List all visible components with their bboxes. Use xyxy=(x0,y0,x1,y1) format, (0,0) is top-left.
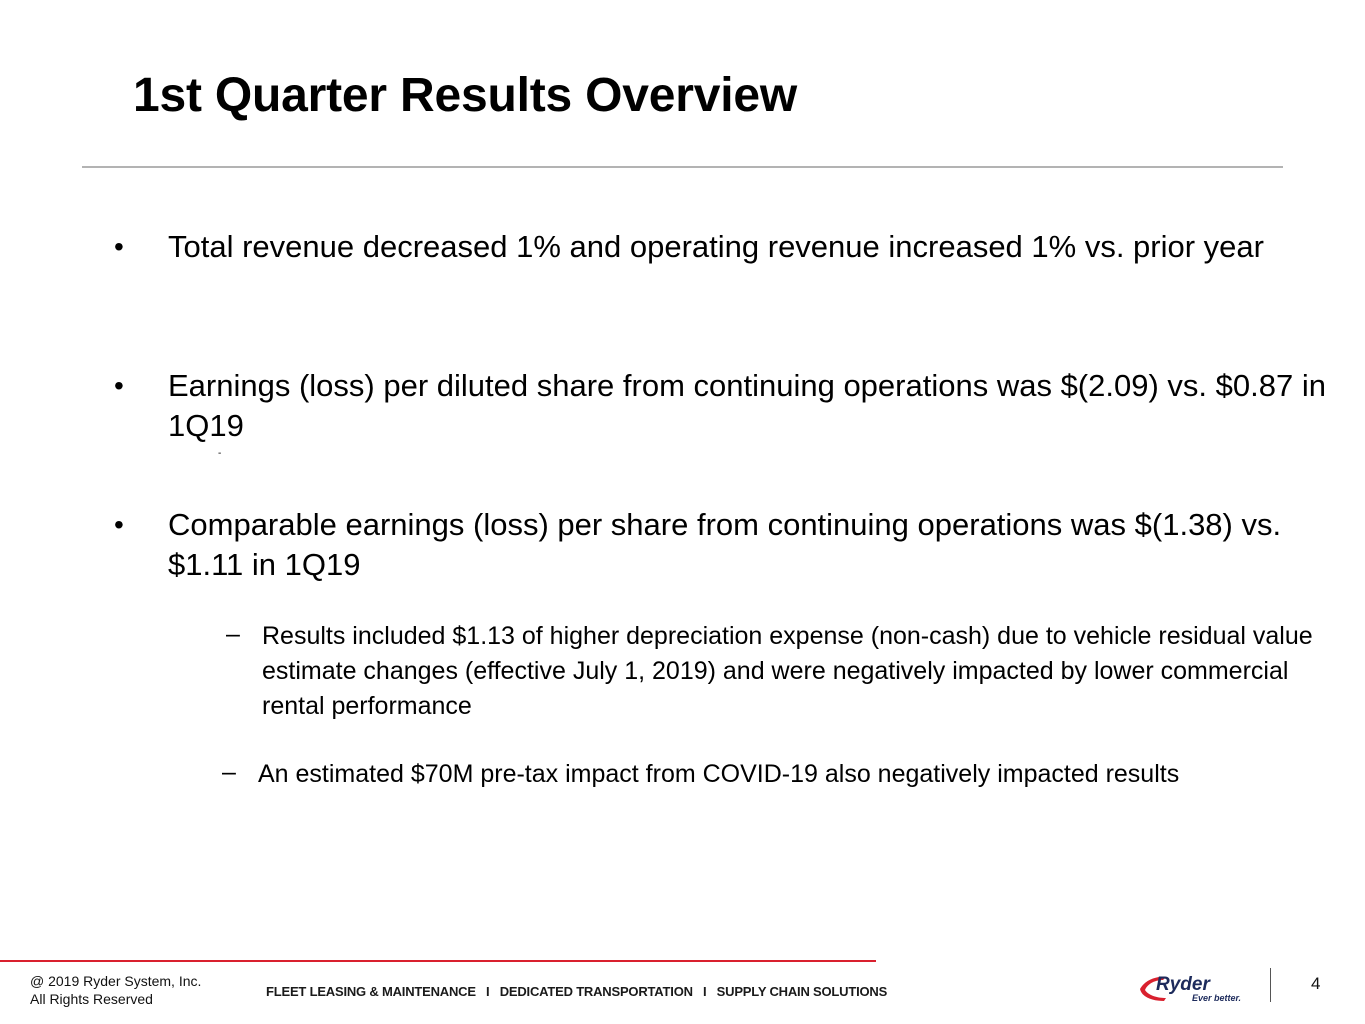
bullet-total-revenue: • Total revenue decreased 1% and operati… xyxy=(114,227,1338,267)
bullet-text: Comparable earnings (loss) per share fro… xyxy=(168,507,1282,582)
slide-title: 1st Quarter Results Overview xyxy=(133,69,798,122)
bullet-marker: • xyxy=(114,509,124,540)
footer-accent-rule xyxy=(0,960,876,962)
page-number: 4 xyxy=(1311,974,1321,993)
logo-brand-text: Ryder xyxy=(1156,974,1211,995)
stray-mark: - xyxy=(218,448,222,459)
logo-swoosh xyxy=(1140,976,1166,1001)
sub-bullet-marker: – xyxy=(222,758,236,786)
sub-bullet-covid-impact: – An estimated $70M pre-tax impact from … xyxy=(222,757,1338,792)
rights-line: All Rights Reserved xyxy=(30,991,153,1007)
sub-bullet-depreciation: – Results included $1.13 of higher depre… xyxy=(226,619,1342,724)
footer-divider xyxy=(1270,968,1271,1002)
bullet-diluted-eps: • Earnings (loss) per diluted share from… xyxy=(114,366,1338,446)
logo-slogan-text: Ever better. xyxy=(1192,993,1241,1003)
sub-bullet-text: An estimated $70M pre-tax impact from CO… xyxy=(258,760,1180,788)
sub-bullet-marker: – xyxy=(226,620,240,648)
copyright-notice: @ 2019 Ryder System, Inc. All Rights Res… xyxy=(30,972,201,1008)
bullet-marker: • xyxy=(114,231,124,262)
service-tagline: FLEET LEASING & MAINTENANCE I DEDICATED … xyxy=(266,984,888,999)
bullet-comparable-eps: • Comparable earnings (loss) per share f… xyxy=(114,505,1338,585)
title-divider xyxy=(82,166,1283,168)
bullet-text: Total revenue decreased 1% and operating… xyxy=(168,229,1264,264)
bullet-text: Earnings (loss) per diluted share from c… xyxy=(168,368,1326,443)
bullet-marker: • xyxy=(114,370,124,401)
ryder-logo: Ryder Ever better. xyxy=(1140,974,1241,1003)
sub-bullet-text: Results included $1.13 of higher depreci… xyxy=(262,622,1313,720)
copyright-line: @ 2019 Ryder System, Inc. xyxy=(30,973,202,989)
